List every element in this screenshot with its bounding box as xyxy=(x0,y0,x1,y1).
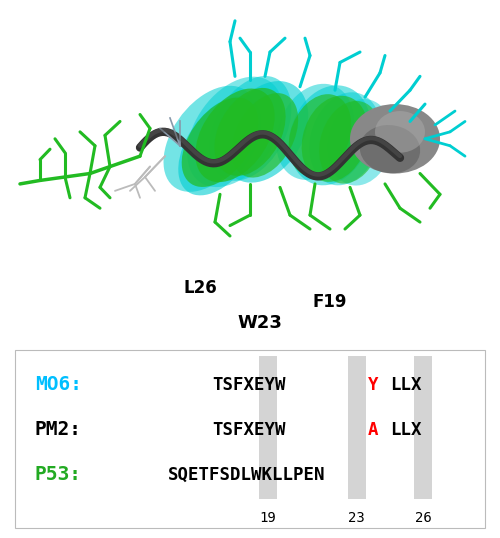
Ellipse shape xyxy=(288,94,352,176)
Text: A: A xyxy=(368,421,378,438)
Text: F19: F19 xyxy=(313,293,347,311)
Ellipse shape xyxy=(302,96,368,182)
Ellipse shape xyxy=(309,93,381,185)
Bar xyxy=(15,350,485,528)
Text: MO6:: MO6: xyxy=(35,375,82,394)
Text: P53:: P53: xyxy=(35,465,82,484)
Ellipse shape xyxy=(178,96,262,195)
Text: LLX: LLX xyxy=(390,421,422,438)
Ellipse shape xyxy=(208,76,292,181)
Ellipse shape xyxy=(222,81,308,183)
Ellipse shape xyxy=(276,84,354,180)
Text: Y: Y xyxy=(368,376,378,394)
Text: 23: 23 xyxy=(348,511,365,525)
Ellipse shape xyxy=(289,86,371,185)
Bar xyxy=(258,356,276,499)
Ellipse shape xyxy=(232,93,298,178)
Text: TSFXEYW: TSFXEYW xyxy=(212,421,286,438)
Ellipse shape xyxy=(350,104,440,174)
Bar xyxy=(348,356,366,499)
Ellipse shape xyxy=(360,125,420,173)
Ellipse shape xyxy=(375,111,425,153)
Text: PM2:: PM2: xyxy=(35,420,82,439)
Ellipse shape xyxy=(319,101,381,183)
Ellipse shape xyxy=(327,99,393,186)
Text: SQETFSDLWKLLPEN: SQETFSDLWKLLPEN xyxy=(168,465,325,484)
Ellipse shape xyxy=(187,76,283,187)
Text: TSFXEYW: TSFXEYW xyxy=(212,376,286,394)
Text: LLX: LLX xyxy=(390,376,422,394)
Text: W23: W23 xyxy=(238,314,282,332)
Ellipse shape xyxy=(182,97,258,187)
Ellipse shape xyxy=(214,88,286,176)
Ellipse shape xyxy=(196,89,274,182)
Ellipse shape xyxy=(164,86,256,192)
Text: L26: L26 xyxy=(183,279,217,297)
Bar xyxy=(414,356,432,499)
Text: 26: 26 xyxy=(415,511,432,525)
Text: 19: 19 xyxy=(259,511,276,525)
